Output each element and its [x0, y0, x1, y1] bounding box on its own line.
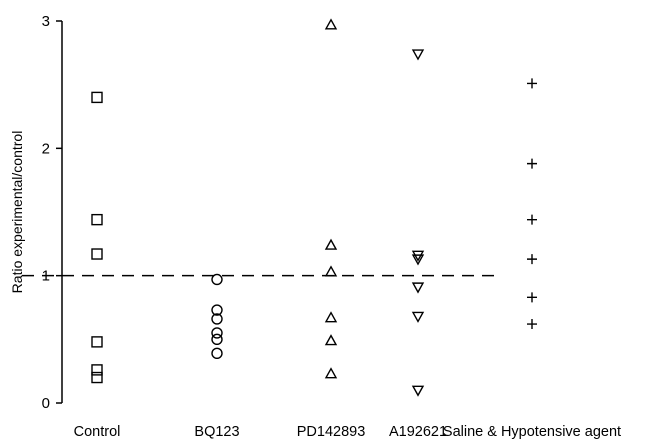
point-circle-6 — [211, 347, 223, 360]
axes: 0123 — [42, 13, 63, 412]
point-circle-5 — [211, 333, 223, 346]
point-square-5 — [91, 364, 103, 376]
point-triangle-down-6 — [411, 385, 425, 397]
y-tick-label-3: 3 — [42, 13, 50, 30]
point-triangle-up-2 — [324, 238, 338, 250]
point-plus-2 — [527, 158, 537, 169]
point-triangle-down-1 — [411, 49, 425, 61]
y-tick-label-0: 0 — [42, 395, 50, 412]
point-triangle-down-4 — [411, 282, 425, 294]
point-triangle-up-5 — [324, 334, 338, 346]
point-square-6 — [91, 371, 103, 384]
y-ticks: 0123 — [42, 13, 62, 412]
point-square-1 — [91, 91, 103, 104]
x-category-label-5: Saline & Hypotensive agent — [443, 424, 621, 439]
point-triangle-up-6 — [324, 367, 338, 379]
point-triangle-down-3 — [411, 254, 425, 266]
point-circle-1 — [211, 273, 223, 286]
point-circle-2 — [211, 304, 223, 316]
point-square-2 — [91, 213, 103, 226]
point-square-4 — [91, 336, 103, 348]
point-triangle-up-3 — [324, 265, 338, 277]
point-triangle-up-1 — [324, 18, 338, 30]
point-plus-5 — [527, 292, 537, 303]
data-points — [91, 18, 537, 397]
x-category-label-3: PD142893 — [297, 424, 366, 439]
point-plus-6 — [527, 319, 537, 330]
x-category-label-4: A192621 — [389, 424, 447, 439]
x-category-label-2: BQ123 — [194, 424, 239, 439]
point-circle-4 — [211, 327, 223, 339]
y-tick-label-2: 2 — [42, 140, 50, 157]
y-axis-title: Ratio experimental/control — [9, 131, 25, 294]
x-category-label-1: Control — [74, 424, 121, 439]
point-circle-3 — [211, 313, 223, 325]
point-triangle-up-4 — [324, 311, 338, 323]
point-square-3 — [91, 248, 103, 260]
point-plus-1 — [527, 78, 537, 89]
point-plus-4 — [527, 254, 537, 265]
point-plus-3 — [527, 214, 537, 225]
point-triangle-down-5 — [411, 311, 425, 323]
